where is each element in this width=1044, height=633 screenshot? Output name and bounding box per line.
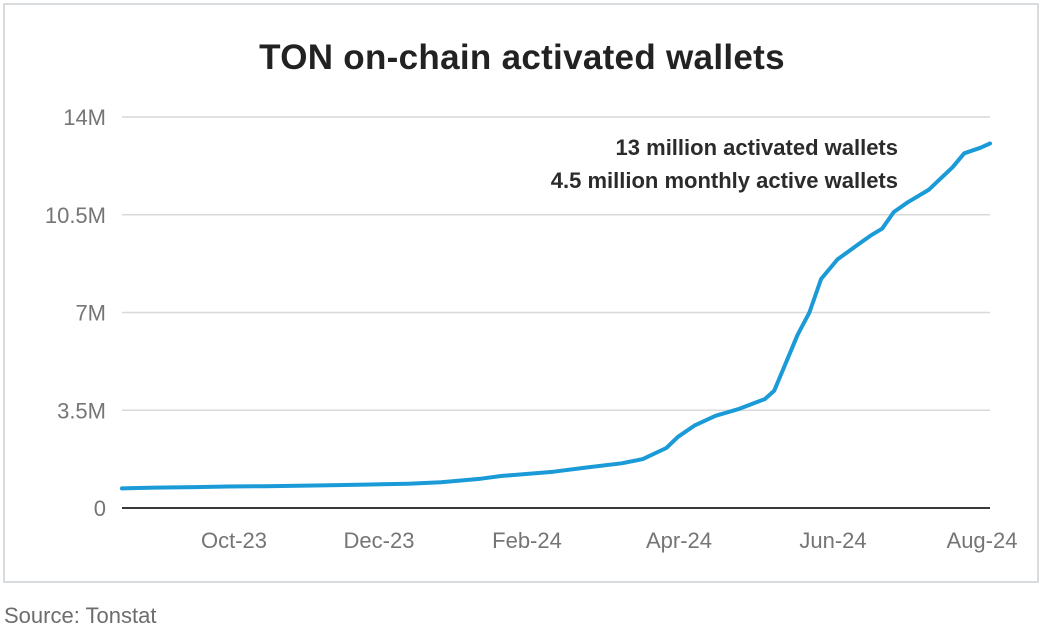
chart-title: TON on-chain activated wallets: [259, 38, 785, 77]
x-tick-label: Apr-24: [646, 528, 712, 553]
annotation-line-1: 13 million activated wallets: [616, 135, 898, 160]
x-tick-label: Feb-24: [492, 528, 562, 553]
series-line: [120, 141, 992, 491]
x-tick-label: Jun-24: [799, 528, 866, 553]
y-tick-label: 14M: [63, 105, 106, 130]
y-tick-label: 7M: [75, 301, 106, 326]
y-tick-label: 3.5M: [57, 398, 106, 423]
annotation-line-2: 4.5 million monthly active wallets: [551, 168, 898, 193]
x-tick-label: Oct-23: [201, 528, 267, 553]
source-note: Source: Tonstat: [4, 603, 157, 628]
y-tick-label: 0: [94, 496, 106, 521]
gridlines: [122, 116, 990, 509]
x-tick-label: Dec-23: [344, 528, 415, 553]
x-tick-label: Aug-24: [947, 528, 1018, 553]
x-tick-labels: Oct-23 Dec-23 Feb-24 Apr-24 Jun-24 Aug-24: [201, 528, 1017, 553]
y-tick-labels: 0 3.5M 7M 10.5M 14M: [45, 105, 106, 521]
y-tick-label: 10.5M: [45, 203, 106, 228]
